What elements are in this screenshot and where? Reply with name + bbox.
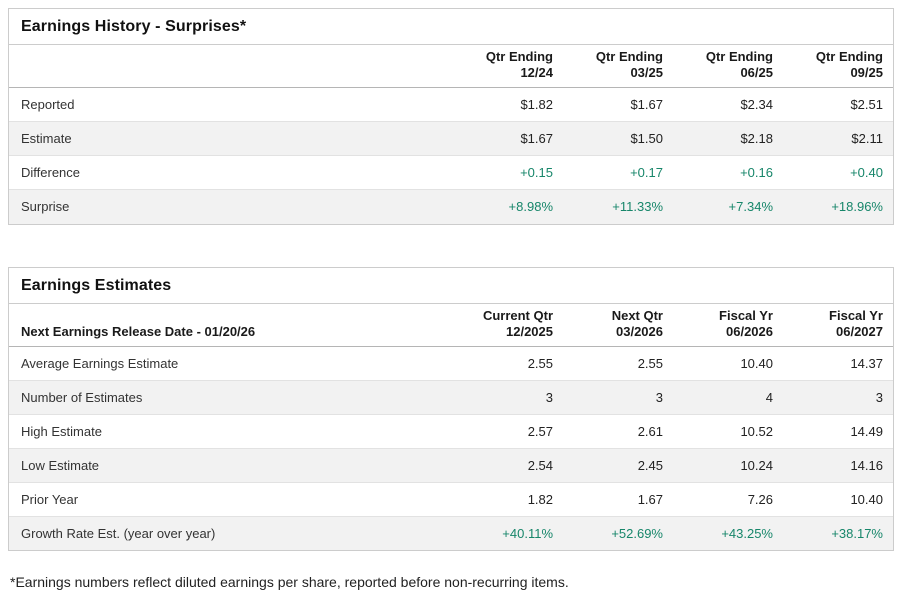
earnings-estimates-title: Earnings Estimates xyxy=(9,268,893,304)
column-header-line1: Qtr Ending xyxy=(595,49,663,64)
cell-value: 10.24 xyxy=(673,447,783,482)
column-header: Fiscal Yr 06/2026 xyxy=(673,303,783,347)
column-header: Next Qtr 03/2026 xyxy=(563,303,673,347)
cell-value: +40.11% xyxy=(453,515,563,550)
cell-value: +38.17% xyxy=(783,515,893,550)
cell-value: 14.37 xyxy=(850,355,883,371)
cell-value: 3 xyxy=(563,379,673,414)
column-header-line2: 12/2025 xyxy=(506,323,553,339)
row-label: High Estimate xyxy=(9,413,453,448)
column-header: Qtr Ending 09/25 xyxy=(783,45,893,88)
table-row: High Estimate 2.57 2.61 10.52 14.49 xyxy=(9,413,893,448)
cell-value: $1.67 xyxy=(453,121,563,156)
table-row: Average Earnings Estimate 2.55 2.55 10.40 14… xyxy=(9,346,893,380)
table-row: Reported $1.82 $1.67 $2.34 $2.51 xyxy=(9,88,893,122)
corner-header: Next Earnings Release Date - 01/20/26 xyxy=(9,303,453,347)
cell-value: $2.51 xyxy=(850,97,883,112)
cell-value: 14.16 xyxy=(783,447,893,482)
column-header-line2: 03/25 xyxy=(630,65,663,80)
cell-value: 2.61 xyxy=(563,413,673,448)
cell-value: +8.98% xyxy=(453,189,563,224)
column-header-line2: 09/25 xyxy=(850,65,883,80)
column-header-line1: Current Qtr xyxy=(482,307,553,323)
column-header: Qtr Ending 06/25 xyxy=(673,45,783,88)
cell-value: +52.69% xyxy=(563,515,673,550)
column-header: Qtr Ending 12/24 xyxy=(453,45,563,88)
table-row: Low Estimate 2.54 2.45 10.24 14.16 xyxy=(9,447,893,482)
row-label: Average Earnings Estimate xyxy=(21,355,179,371)
cell-value: 2.57 xyxy=(453,413,563,448)
cell-value: +0.16 xyxy=(673,155,783,190)
column-header: Fiscal Yr 06/2027 xyxy=(783,303,893,347)
cell-value: +0.40 xyxy=(783,155,893,190)
column-header-line2: 12/24 xyxy=(520,65,553,80)
header-row: Next Earnings Release Date - 01/20/26 Cur… xyxy=(9,303,893,347)
table-row: Surprise +8.98% +11.33% +7.34% +18.96% xyxy=(9,189,893,224)
row-label: Prior Year xyxy=(9,481,453,516)
cell-value: 2.55 xyxy=(637,355,663,371)
row-label: Reported xyxy=(21,97,75,112)
cell-value: $1.82 xyxy=(520,97,553,112)
cell-value: +0.15 xyxy=(453,155,563,190)
table-row: Difference +0.15 +0.17 +0.16 +0.40 xyxy=(9,155,893,190)
cell-value: +18.96% xyxy=(783,189,893,224)
cell-value: 2.54 xyxy=(453,447,563,482)
cell-value: +43.25% xyxy=(673,515,783,550)
row-label: Surprise xyxy=(9,189,453,224)
footnote: *Earnings numbers reflect diluted earnin… xyxy=(10,574,569,590)
cell-value: $1.67 xyxy=(630,97,663,112)
table-row: Number of Estimates 3 3 4 3 xyxy=(9,379,893,414)
cell-value: 10.52 xyxy=(673,413,783,448)
cell-value: 7.26 xyxy=(673,481,783,516)
cell-value: $2.18 xyxy=(673,121,783,156)
column-header: Qtr Ending 03/25 xyxy=(563,45,673,88)
earnings-history-title: Earnings History - Surprises* xyxy=(9,9,893,45)
row-label: Low Estimate xyxy=(9,447,453,482)
row-label: Growth Rate Est. (year over year) xyxy=(9,515,453,550)
column-header: Current Qtr 12/2025 xyxy=(453,303,563,347)
cell-value: +7.34% xyxy=(673,189,783,224)
cell-value: 1.67 xyxy=(563,481,673,516)
cell-value: $1.50 xyxy=(563,121,673,156)
cell-value: 4 xyxy=(673,379,783,414)
cell-value: 2.45 xyxy=(563,447,673,482)
column-header-line2: 03/2026 xyxy=(616,323,663,339)
table-row: Growth Rate Est. (year over year) +40.11%… xyxy=(9,515,893,550)
cell-value: 14.49 xyxy=(783,413,893,448)
cell-value: 3 xyxy=(783,379,893,414)
row-label: Difference xyxy=(9,155,453,190)
cell-value: 10.40 xyxy=(783,481,893,516)
earnings-estimates-table: Next Earnings Release Date - 01/20/26 Cur… xyxy=(9,303,893,550)
row-label: Number of Estimates xyxy=(9,379,453,414)
cell-value: 2.55 xyxy=(527,355,553,371)
column-header-line1: Fiscal Yr xyxy=(719,307,773,323)
earnings-estimates-panel: Earnings Estimates Next Earnings Release… xyxy=(8,266,894,551)
column-header-line2: 06/2026 xyxy=(726,323,773,339)
cell-value: 10.40 xyxy=(740,355,773,371)
cell-value: +0.17 xyxy=(563,155,673,190)
cell-value: 1.82 xyxy=(453,481,563,516)
earnings-history-panel: Earnings History - Surprises* Qtr Ending… xyxy=(8,8,894,225)
table-row: Prior Year 1.82 1.67 7.26 10.40 xyxy=(9,481,893,516)
column-header-line1: Fiscal Yr xyxy=(829,307,883,323)
earnings-history-table: Qtr Ending 12/24 Qtr Ending 03/25 Qtr Ending… xyxy=(9,45,893,224)
row-label: Estimate xyxy=(9,121,453,156)
cell-value: +11.33% xyxy=(563,189,673,224)
column-header-line1: Qtr Ending xyxy=(815,49,883,64)
table-row: Estimate $1.67 $1.50 $2.18 $2.11 xyxy=(9,121,893,156)
column-header-line1: Qtr Ending xyxy=(485,49,553,64)
cell-value: 3 xyxy=(453,379,563,414)
corner-header xyxy=(9,45,453,88)
header-row: Qtr Ending 12/24 Qtr Ending 03/25 Qtr Ending… xyxy=(9,45,893,88)
column-header-line1: Qtr Ending xyxy=(705,49,773,64)
cell-value: $2.11 xyxy=(783,121,893,156)
column-header-line2: 06/2027 xyxy=(836,323,883,339)
column-header-line1: Next Qtr xyxy=(611,307,663,323)
column-header-line2: 06/25 xyxy=(740,65,773,80)
cell-value: $2.34 xyxy=(740,97,773,112)
